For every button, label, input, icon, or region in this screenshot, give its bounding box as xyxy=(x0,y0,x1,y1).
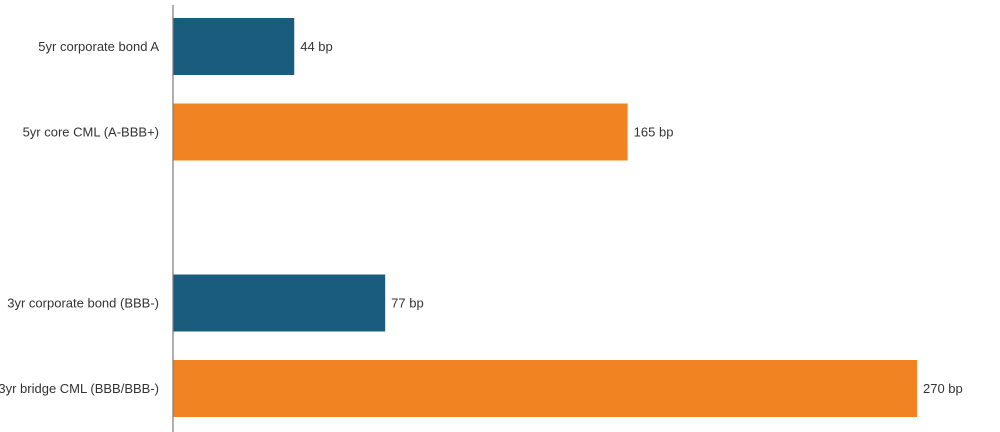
value-label: 77 bp xyxy=(391,296,424,311)
value-label: 44 bp xyxy=(300,39,333,54)
value-labels-group: 44 bp 165 bp 77 bp 270 bp xyxy=(300,39,963,396)
category-label: 5yr corporate bond A xyxy=(38,39,159,54)
category-label: 5yr core CML (A-BBB+) xyxy=(23,125,159,140)
bars-group xyxy=(173,18,917,417)
category-labels-group: 5yr corporate bond A 5yr core CML (A-BBB+… xyxy=(0,39,159,396)
bar-1 xyxy=(173,103,628,161)
bar-0 xyxy=(173,18,295,75)
bar-4 xyxy=(173,360,917,417)
category-label: 3yr bridge CML (BBB/BBB-) xyxy=(0,381,159,396)
value-label: 165 bp xyxy=(634,125,674,140)
bar-3 xyxy=(173,274,386,332)
category-label: 3yr corporate bond (BBB-) xyxy=(7,296,159,311)
value-label: 270 bp xyxy=(923,381,963,396)
